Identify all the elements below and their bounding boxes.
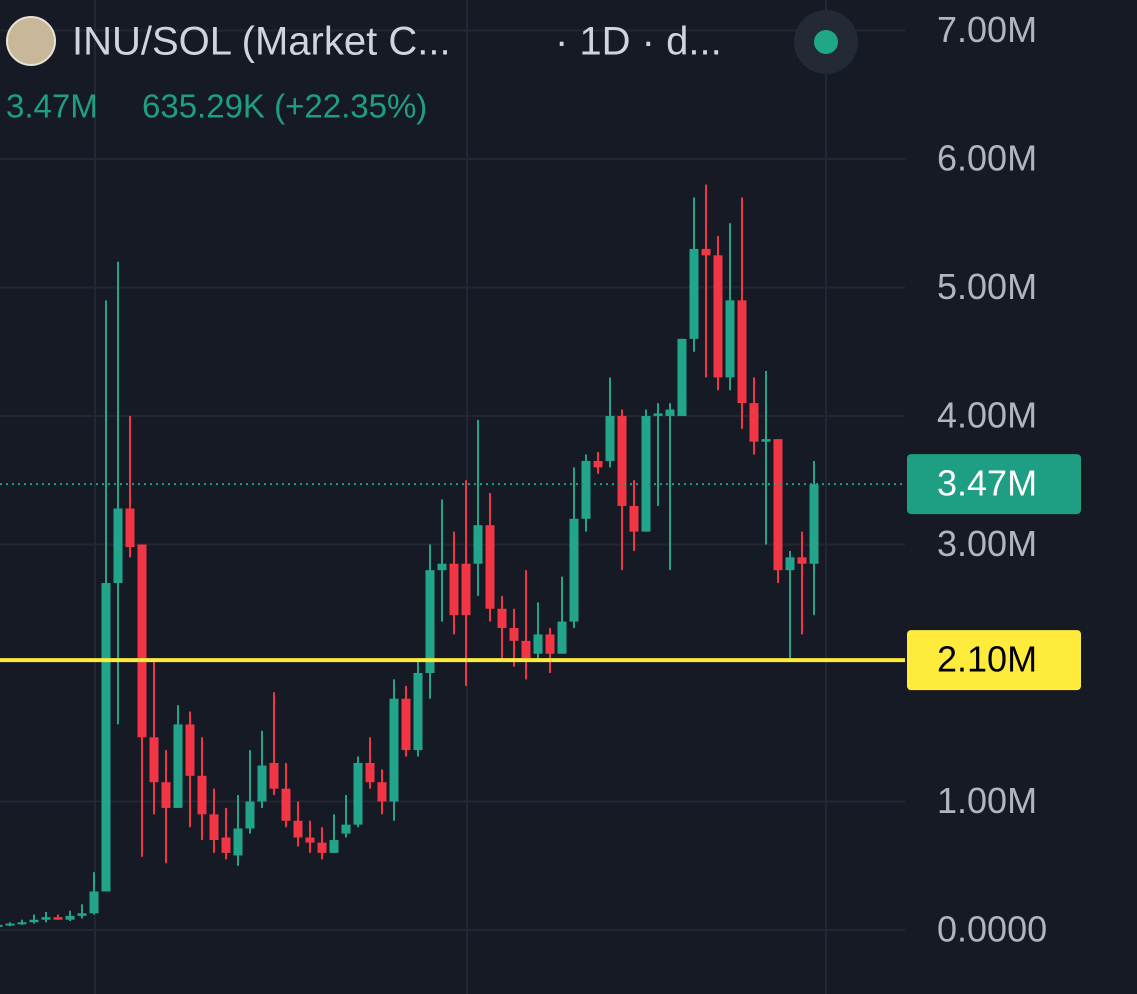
candle-body [617, 415, 627, 506]
candle-body [101, 583, 111, 892]
y-tick-label: 5.00M [937, 266, 1037, 307]
grid: 0.0000 1.00M 3.00M 4.00M 5.00M 6.00M 7.00M [0, 9, 1047, 950]
candle-body [365, 762, 375, 783]
candle-body [629, 505, 639, 532]
candle-body [269, 762, 279, 789]
candle-body [221, 837, 231, 853]
header: INU/SOL (Market C... · 1D · d... 3.47M 6… [6, 10, 858, 125]
candle-body [569, 518, 579, 622]
candle-body [377, 782, 387, 802]
candle-body [449, 563, 459, 616]
candle-body [389, 698, 399, 802]
candle-body [437, 563, 447, 571]
candle-body [41, 917, 51, 920]
candle-body [305, 837, 315, 843]
candle-body [521, 640, 531, 661]
candle-body [581, 460, 591, 519]
candle-body [17, 922, 27, 925]
candle-body [641, 415, 651, 532]
candle-body [89, 891, 99, 914]
candle-body [353, 762, 363, 825]
candle-body [401, 698, 411, 751]
candle-body [677, 338, 687, 416]
candle-body [245, 801, 255, 829]
candle-body [125, 508, 135, 548]
price: 3.47M [6, 88, 98, 125]
y-tick-label: 0.0000 [937, 909, 1047, 950]
last-price-box [907, 454, 1081, 515]
candle-body [341, 824, 351, 834]
candle-body [29, 919, 39, 923]
candle-body [425, 570, 435, 673]
hline-box [907, 630, 1081, 691]
candle-body [53, 917, 63, 920]
candle-body [65, 915, 75, 920]
candle-body [197, 775, 207, 815]
y-tick-label: 4.00M [937, 394, 1037, 435]
candles [0, 184, 819, 927]
candle-body [665, 409, 675, 416]
y-tick-label: 6.00M [937, 137, 1037, 178]
last-price-label: 3.47M [937, 463, 1037, 504]
candle-body [509, 628, 519, 641]
candle-body [5, 923, 15, 926]
overlay: 3.47M 2.10M [0, 454, 1081, 691]
candle-body [77, 913, 87, 916]
candle-body [473, 525, 483, 564]
candle-body [413, 672, 423, 751]
candle-body [713, 255, 723, 378]
candle-body [317, 842, 327, 853]
candle-body [809, 484, 819, 564]
candle-body [461, 563, 471, 616]
candle-body [593, 460, 603, 468]
candle-body [149, 737, 159, 783]
candle-body [761, 439, 771, 442]
candle-body [749, 403, 759, 442]
interval: · 1D · d... [555, 20, 722, 64]
candle-body [233, 828, 243, 856]
candle-body [497, 608, 507, 629]
candle-body [173, 724, 183, 808]
candle-body [0, 924, 3, 927]
candle-body [293, 820, 303, 838]
y-tick-label: 3.00M [937, 523, 1037, 564]
status-dot [814, 30, 838, 54]
candle-body [653, 413, 663, 416]
y-tick-label: 7.00M [937, 9, 1037, 50]
candle-body [485, 525, 495, 609]
candle-body [533, 634, 543, 654]
candle-body [785, 557, 795, 571]
y-tick-label: 1.00M [937, 780, 1037, 821]
candle-body [605, 415, 615, 461]
candle-body [113, 508, 123, 584]
candle-body [797, 557, 807, 564]
candle-body [161, 782, 171, 808]
candle-body [557, 621, 567, 654]
candle-body [737, 300, 747, 404]
hline-label: 2.10M [937, 639, 1037, 680]
candle-body [281, 788, 291, 821]
candle-body [185, 724, 195, 776]
symbol: INU/SOL (Market C... [72, 20, 451, 64]
symbol-icon [6, 16, 56, 66]
candle-body [689, 248, 699, 339]
candle-body [137, 544, 147, 738]
candle-body [209, 814, 219, 841]
candle-body [257, 765, 267, 802]
change: 635.29K (+22.35%) [142, 88, 427, 125]
candle-body [725, 300, 735, 378]
candle-body [701, 248, 711, 256]
candle-body [545, 634, 555, 654]
candle-body [329, 840, 339, 853]
candle-body [773, 439, 783, 571]
